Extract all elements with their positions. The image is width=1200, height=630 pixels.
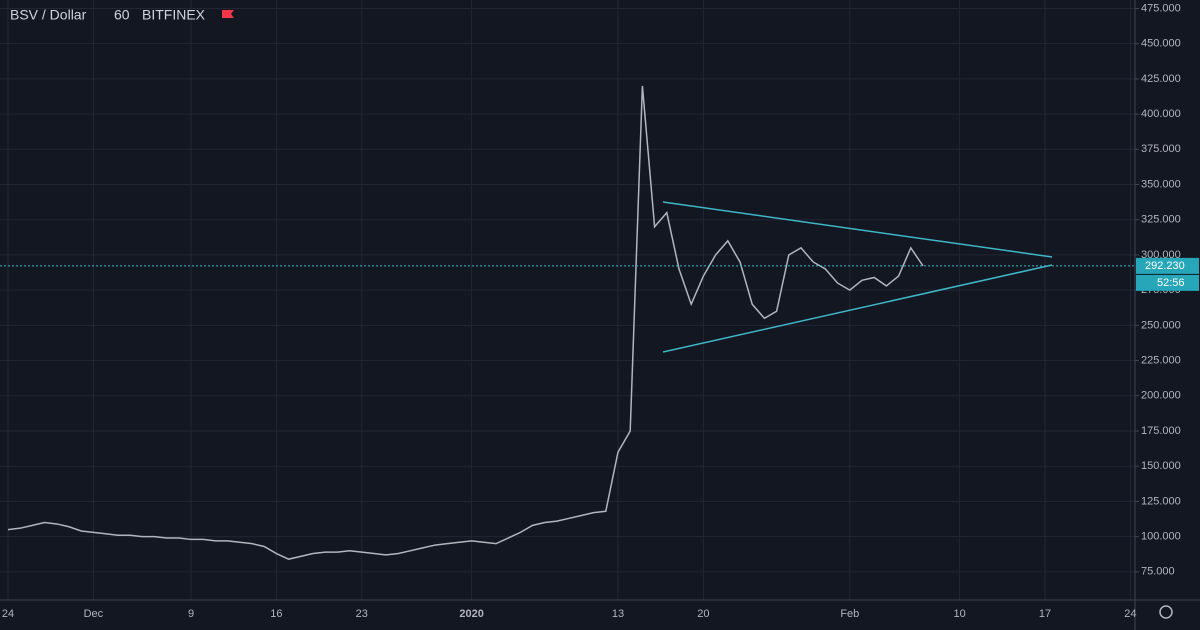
y-tick-label: 100.000 — [1141, 531, 1181, 543]
x-tick-label: 20 — [697, 608, 709, 620]
x-tick-label: 24 — [1124, 608, 1136, 620]
trendline-lower — [662, 264, 1053, 353]
x-tick-label: 23 — [356, 608, 368, 620]
x-tick-label: 2020 — [459, 608, 483, 620]
y-tick-label: 150.000 — [1141, 460, 1181, 472]
y-tick-label: 475.000 — [1141, 2, 1181, 14]
x-tick-label: 10 — [953, 608, 965, 620]
grid — [0, 0, 1135, 600]
last-price-box — [1136, 257, 1199, 274]
x-tick-label: 9 — [188, 608, 194, 620]
y-tick-label: 250.000 — [1141, 319, 1181, 331]
y-tick-label: 200.000 — [1141, 390, 1181, 402]
countdown-box — [1136, 274, 1199, 291]
y-tick-label: 325.000 — [1141, 214, 1181, 226]
y-tick-label: 425.000 — [1141, 73, 1181, 85]
interval[interactable]: 60 — [114, 7, 130, 23]
x-tick-label: Feb — [840, 608, 859, 620]
settings-icon[interactable] — [1159, 605, 1173, 619]
x-tick-label: 13 — [612, 608, 624, 620]
countdown: 52:56 — [1157, 277, 1185, 289]
y-tick-label: 375.000 — [1141, 143, 1181, 155]
x-tick-label: 24 — [2, 608, 14, 620]
x-tick-label: Dec — [84, 608, 104, 620]
trendline-upper — [662, 201, 1053, 258]
y-tick-label: 350.000 — [1141, 178, 1181, 190]
y-tick-label: 175.000 — [1141, 425, 1181, 437]
y-tick-label: 225.000 — [1141, 354, 1181, 366]
last-price-label: 292.230 — [1145, 260, 1185, 272]
y-tick-label: 75.000 — [1141, 566, 1175, 578]
x-tick-label: 16 — [270, 608, 282, 620]
y-tick-label: 450.000 — [1141, 38, 1181, 50]
price-line — [7, 85, 924, 560]
y-tick-label: 300.000 — [1141, 249, 1181, 261]
symbol[interactable]: BSV / Dollar — [10, 7, 87, 23]
y-tick-label: 125.000 — [1141, 495, 1181, 507]
y-tick-label: 400.000 — [1141, 108, 1181, 120]
flag-icon[interactable] — [222, 10, 234, 18]
exchange[interactable]: BITFINEX — [142, 7, 206, 23]
x-tick-label: 17 — [1039, 608, 1051, 620]
